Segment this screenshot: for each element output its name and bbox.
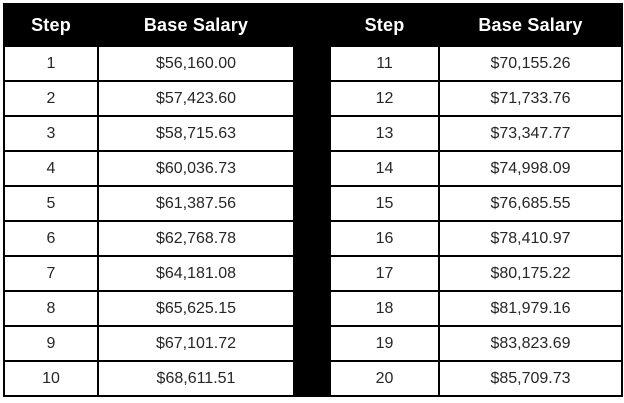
salary-cell-right: $73,347.77: [438, 115, 623, 152]
salary-cell-left: $65,625.15: [97, 290, 295, 327]
table-row: 6 $62,768.78 16 $78,410.97: [3, 220, 623, 257]
salary-cell-left: $67,101.72: [97, 325, 295, 362]
salary-cell-left: $58,715.63: [97, 115, 295, 152]
header-step-left: Step: [3, 3, 99, 47]
separator-cell: [293, 255, 331, 292]
separator-cell: [293, 115, 331, 152]
separator-cell: [293, 220, 331, 257]
salary-step-table: Step Base Salary Step Base Salary 1 $56,1…: [3, 3, 623, 397]
separator-cell: [293, 185, 331, 222]
step-cell-right: 11: [329, 45, 440, 82]
step-cell-right: 20: [329, 360, 440, 397]
table-body: 1 $56,160.00 11 $70,155.26 2 $57,423.60 12 $71,…: [3, 45, 623, 397]
step-cell-right: 13: [329, 115, 440, 152]
separator-cell: [293, 325, 331, 362]
step-cell-left: 3: [3, 115, 99, 152]
header-salary-left: Base Salary: [97, 3, 295, 47]
step-cell-left: 7: [3, 255, 99, 292]
table-row: 1 $56,160.00 11 $70,155.26: [3, 45, 623, 82]
salary-cell-right: $74,998.09: [438, 150, 623, 187]
separator-cell: [293, 80, 331, 117]
header-step-right: Step: [329, 3, 440, 47]
table-row: 10 $68,611.51 20 $85,709.73: [3, 360, 623, 397]
salary-cell-right: $80,175.22: [438, 255, 623, 292]
step-cell-right: 14: [329, 150, 440, 187]
salary-cell-right: $83,823.69: [438, 325, 623, 362]
table-header: Step Base Salary Step Base Salary: [3, 3, 623, 47]
salary-cell-left: $57,423.60: [97, 80, 295, 117]
table-row: 7 $64,181.08 17 $80,175.22: [3, 255, 623, 292]
table-row: 4 $60,036.73 14 $74,998.09: [3, 150, 623, 187]
step-cell-left: 2: [3, 80, 99, 117]
salary-cell-right: $78,410.97: [438, 220, 623, 257]
salary-cell-right: $76,685.55: [438, 185, 623, 222]
step-cell-right: 19: [329, 325, 440, 362]
header-row: Step Base Salary Step Base Salary: [3, 3, 623, 47]
table-row: 9 $67,101.72 19 $83,823.69: [3, 325, 623, 362]
salary-cell-right: $70,155.26: [438, 45, 623, 82]
separator-cell: [293, 150, 331, 187]
table-row: 5 $61,387.56 15 $76,685.55: [3, 185, 623, 222]
step-cell-left: 5: [3, 185, 99, 222]
salary-cell-left: $56,160.00: [97, 45, 295, 82]
step-cell-left: 6: [3, 220, 99, 257]
step-cell-left: 8: [3, 290, 99, 327]
step-cell-right: 17: [329, 255, 440, 292]
step-cell-right: 15: [329, 185, 440, 222]
salary-cell-right: $71,733.76: [438, 80, 623, 117]
separator-cell: [293, 45, 331, 82]
header-separator: [293, 3, 331, 47]
table-row: 3 $58,715.63 13 $73,347.77: [3, 115, 623, 152]
salary-cell-right: $81,979.16: [438, 290, 623, 327]
salary-cell-right: $85,709.73: [438, 360, 623, 397]
separator-cell: [293, 360, 331, 397]
step-cell-right: 16: [329, 220, 440, 257]
table-row: 2 $57,423.60 12 $71,733.76: [3, 80, 623, 117]
header-salary-right: Base Salary: [438, 3, 623, 47]
step-cell-left: 9: [3, 325, 99, 362]
table-row: 8 $65,625.15 18 $81,979.16: [3, 290, 623, 327]
step-cell-left: 10: [3, 360, 99, 397]
step-cell-right: 18: [329, 290, 440, 327]
salary-cell-left: $60,036.73: [97, 150, 295, 187]
salary-cell-left: $68,611.51: [97, 360, 295, 397]
salary-cell-left: $61,387.56: [97, 185, 295, 222]
step-cell-right: 12: [329, 80, 440, 117]
separator-cell: [293, 290, 331, 327]
salary-cell-left: $64,181.08: [97, 255, 295, 292]
step-cell-left: 4: [3, 150, 99, 187]
salary-cell-left: $62,768.78: [97, 220, 295, 257]
step-cell-left: 1: [3, 45, 99, 82]
